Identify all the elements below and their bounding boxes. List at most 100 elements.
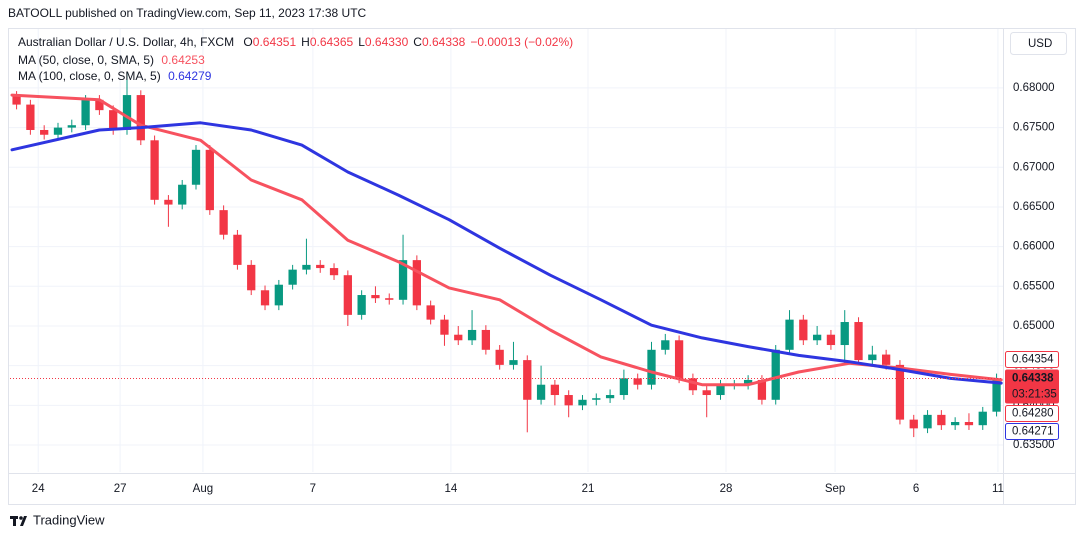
currency[interactable]: USD [1028,38,1052,50]
candle-body [164,199,173,205]
candle-body [785,319,794,350]
y-tick-label: 0.67500 [1013,122,1055,134]
candle-body [247,264,256,291]
ma-value: 0.64279 [168,69,212,83]
candle-body [53,127,63,135]
candle-body [633,378,642,385]
candle-body [992,378,1001,412]
candle-body [426,305,435,320]
x-tick-label: 28 [720,483,733,495]
price-label: 0.64280 [1012,408,1054,420]
publisher: BATOOLL published on TradingView.com, Se… [8,6,367,20]
candle-body [150,140,159,200]
symbol-legend: Australian Dollar / U.S. Dollar, 4h, FXC… [18,35,573,49]
candle-body [909,419,918,429]
y-tick-label: 0.66000 [1013,241,1055,253]
x-tick-label: Aug [193,483,213,495]
price-label: 0.64354 [1012,354,1054,366]
candle-body [440,319,449,335]
x-tick-label: 27 [114,483,127,495]
y-tick-label: 0.67000 [1013,161,1055,173]
candle-body [578,399,587,406]
candle-body [964,422,974,426]
candle-body [481,329,491,350]
candle-body [316,264,325,269]
candle-body [398,260,408,300]
countdown: 03:21:35 [1012,389,1057,401]
candle-body [288,269,297,285]
price-label-box [1005,423,1059,441]
candle-body [109,110,118,130]
candle-body [661,340,670,350]
candle-body [937,414,946,426]
candle-body [371,295,380,299]
candle-body [799,319,808,341]
y-tick-label: 0.66500 [1013,201,1055,213]
ohlc-value: 0.64365 [310,35,354,49]
chart-frame [8,28,1076,505]
ohlc-key: O [243,35,252,49]
candle-body [523,360,532,400]
candle-body [412,260,421,306]
candle-body [357,295,366,315]
candle-body [674,340,684,379]
x-tick-label: 11 [992,483,1004,495]
candle-body [812,334,822,341]
current-price-box [1005,369,1059,404]
candle-body [385,298,394,300]
candle-body [771,349,780,400]
candle-body [564,395,573,406]
ma-name: MA (50, close, 0, SMA, 5) [18,53,154,67]
ohlc-key: H [301,35,310,49]
candle-body [495,349,504,365]
candle-body [26,104,35,130]
brand-logo [10,516,27,526]
candle-body [592,398,601,400]
candle-body [136,95,145,141]
price-label-box [1005,351,1059,369]
candle-body [95,99,104,111]
candle-body [536,384,546,400]
candle-body [868,354,877,361]
moving-average [10,121,1003,385]
candle-body [302,264,311,270]
ma-value: 0.64253 [161,53,205,67]
candle-body [840,322,849,346]
candle-body [978,411,987,426]
candle-body [233,234,242,265]
ohlc-key: C [413,35,422,49]
candle-body [67,125,76,128]
ohlc-value: 0.64351 [253,35,297,49]
ohlc-value: 0.64330 [365,35,409,49]
x-tick-label: Sep [825,483,845,495]
price-label: 0.64271 [1012,426,1054,438]
candle-body [191,149,201,185]
candle-body [274,284,283,306]
y-tick-label: 0.65000 [1013,320,1055,332]
candle-body [743,379,753,385]
ma-legend: MA (50, close, 0, SMA, 5) 0.64253 [18,53,205,67]
ma-name: MA (100, close, 0, SMA, 5) [18,69,161,83]
x-tick-label: 7 [310,483,316,495]
candle-body [509,360,518,365]
candle-body [716,384,725,396]
y-tick-label: 0.68000 [1013,82,1055,94]
candle-body [688,378,698,391]
candle-body [454,334,463,341]
currency-button[interactable] [1010,32,1067,55]
candle-body [923,414,932,429]
candle-body [605,395,615,399]
candle-body [260,290,270,306]
candle-body [951,422,960,426]
candle-body [550,384,560,396]
y-tick-label: 0.63500 [1013,439,1055,451]
x-tick-label: 24 [32,483,45,495]
candle-body [647,349,656,385]
price-label-box [1005,405,1059,423]
ma-legend: MA (100, close, 0, SMA, 5) 0.64279 [18,69,212,83]
candle-body [619,378,629,396]
candle-body [122,95,132,130]
candle-body [881,354,891,365]
candle-body [467,329,477,341]
